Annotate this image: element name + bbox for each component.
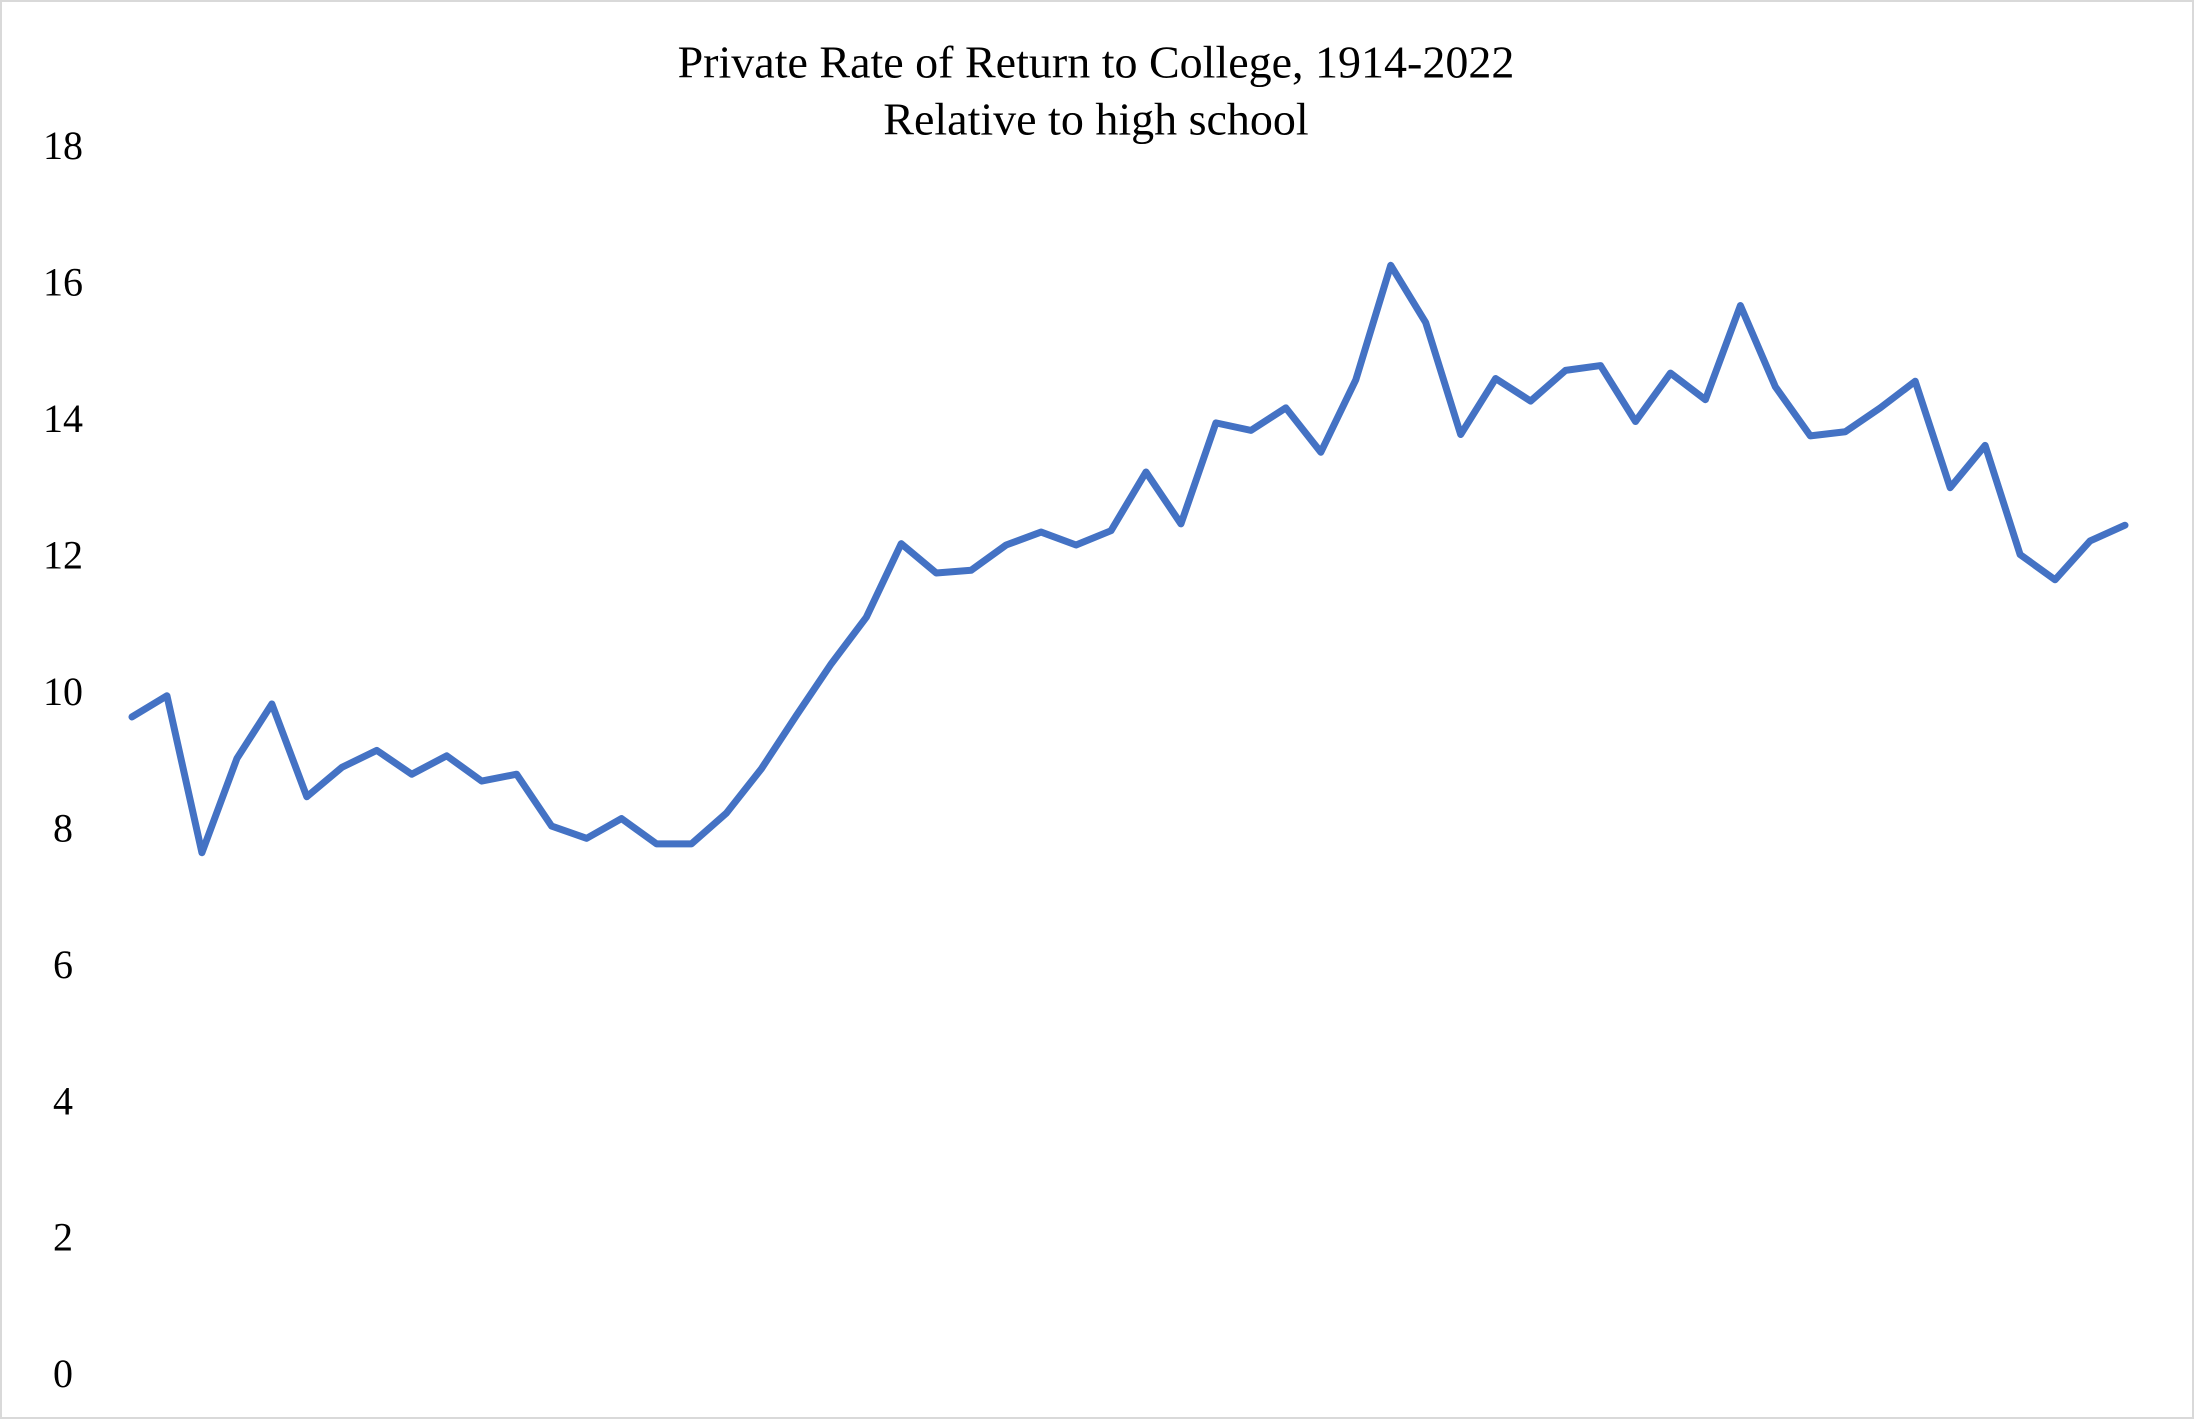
chart-title: Private Rate of Return to College, 1914-… [678, 37, 1515, 88]
data-line [128, 261, 2129, 857]
y-tick-label: 14 [43, 396, 83, 441]
y-tick-label: 4 [53, 1078, 73, 1123]
y-tick-label: 2 [53, 1215, 73, 1260]
y-tick-label: 18 [43, 123, 83, 168]
y-tick-label: 6 [53, 942, 73, 987]
y-tick-label: 12 [43, 533, 83, 578]
y-tick-label: 10 [43, 669, 83, 714]
y-tick-label: 16 [43, 260, 83, 305]
y-tick-label: 8 [53, 805, 73, 850]
y-tick-label: 0 [53, 1351, 73, 1396]
chart-subtitle: Relative to high school [883, 94, 1308, 145]
